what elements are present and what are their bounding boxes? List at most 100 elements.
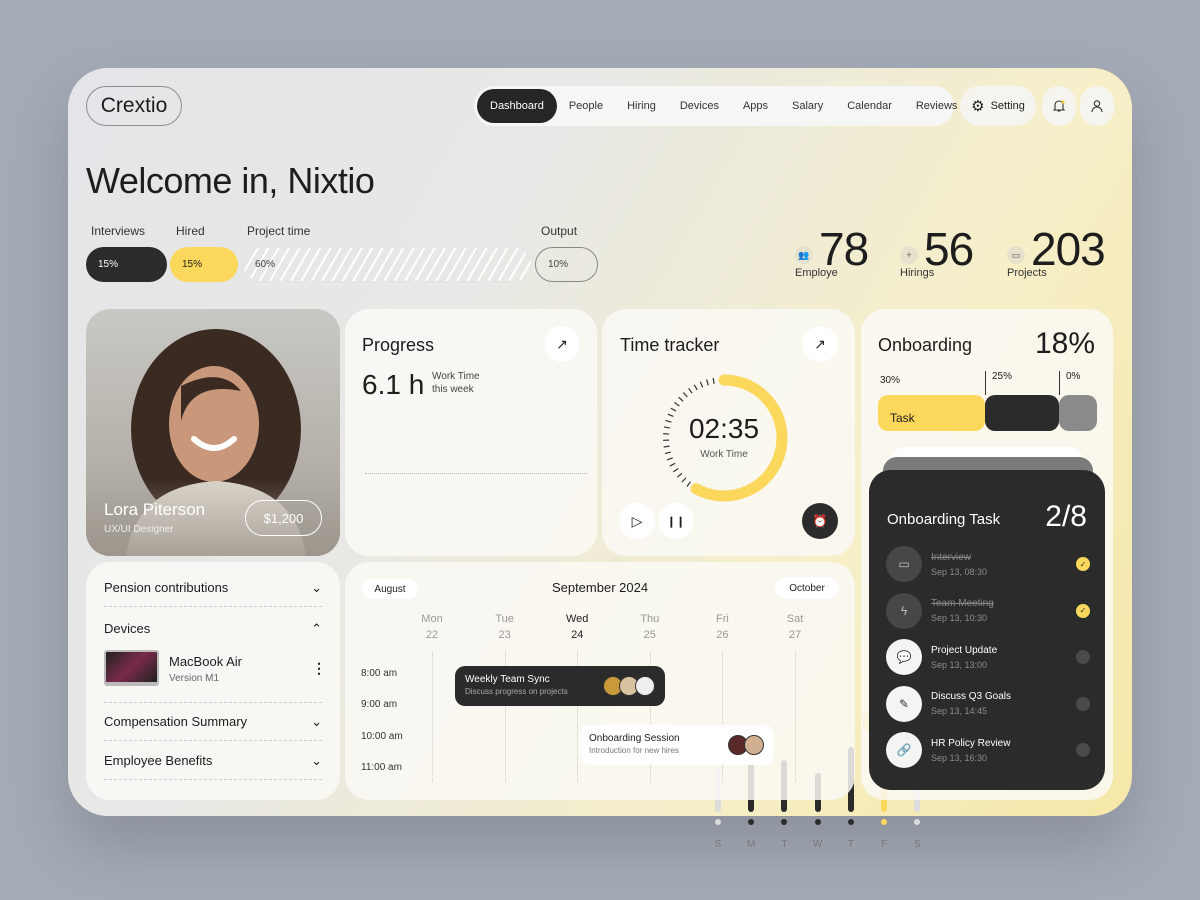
timer-tick	[678, 396, 684, 402]
stat-hirings: 56	[924, 223, 974, 275]
event-weekly-team-sync[interactable]: Weekly Team Sync Discuss progress on pro…	[455, 666, 665, 706]
nav-devices[interactable]: Devices	[679, 100, 719, 112]
event-desc: Discuss progress on projects	[465, 687, 568, 696]
timer-tick	[693, 384, 698, 391]
task-time: Sep 13, 10:30	[931, 613, 988, 623]
ruler-icon: ✎	[886, 685, 922, 722]
timer-tick	[699, 381, 704, 388]
gear-icon: ⚙	[971, 98, 985, 115]
next-month-button[interactable]: October	[775, 577, 839, 599]
nav-hiring[interactable]: Hiring	[627, 100, 656, 112]
task-checkbox[interactable]	[1076, 650, 1090, 664]
bar-dot	[781, 819, 788, 825]
task-item[interactable]: ϟ Team Meeting Sep 13, 10:30 ✓	[886, 591, 1090, 631]
day-gridline	[795, 652, 796, 782]
profile-button[interactable]	[1080, 86, 1114, 126]
task-item[interactable]: ✎ Discuss Q3 Goals Sep 13, 14:45	[886, 684, 1090, 724]
device-name: MacBook Air	[169, 654, 242, 669]
laptop-icon: ▭	[1007, 246, 1025, 264]
nav-salary[interactable]: Salary	[792, 100, 824, 112]
page-title: Welcome in, Nixtio	[86, 160, 375, 201]
event-title: Weekly Team Sync	[465, 674, 550, 685]
link-icon: 🔗	[886, 732, 922, 768]
accordion-compensation[interactable]: Compensation Summary ⌄	[104, 714, 322, 741]
metric-label: Interviews	[91, 224, 146, 238]
day-label: M	[747, 839, 756, 850]
check-icon[interactable]: ✓	[1076, 603, 1090, 618]
chevron-down-icon: ⌄	[311, 580, 322, 595]
monitor-icon: ▭	[886, 546, 922, 582]
calendar-month: September 2024	[551, 580, 649, 595]
timer-tick	[712, 377, 715, 384]
calendar-day[interactable]: Wed 24	[565, 613, 589, 641]
profile-photo	[86, 329, 340, 556]
accordion-pension[interactable]: Pension contributions ⌄	[104, 580, 322, 607]
task-item[interactable]: 🔗 HR Policy Review Sep 13, 16:30	[886, 730, 1090, 770]
time-label: 8:00 am	[361, 668, 398, 679]
task-item[interactable]: ▭ Interview Sep 13, 08:30 ✓	[886, 544, 1090, 584]
profile-role: UX/UI Designer	[104, 524, 174, 535]
timer-tick	[674, 401, 680, 407]
check-icon[interactable]: ✓	[1076, 557, 1090, 571]
timer-progress-arc	[690, 374, 788, 502]
bar-dot	[881, 819, 887, 825]
day-gridline	[504, 652, 506, 782]
nav-calendar[interactable]: Calendar	[847, 100, 892, 112]
task-title: Interview	[931, 551, 972, 563]
accordion-benefits[interactable]: Employee Benefits ⌄	[104, 753, 322, 780]
pause-icon[interactable]: ❙❙	[658, 503, 694, 539]
calendar-day[interactable]: Sat 27	[786, 613, 804, 641]
bar-dot	[914, 819, 921, 825]
salary-badge[interactable]: $1,200	[245, 500, 322, 536]
logo[interactable]: Crextio	[86, 86, 182, 126]
nav-apps[interactable]: Apps	[742, 100, 769, 112]
output-bar: 10%	[535, 247, 598, 282]
arrow-up-right-icon[interactable]: ↗	[802, 326, 838, 362]
nav-dashboard[interactable]: Dashboard	[477, 89, 557, 123]
bar-dot	[847, 819, 854, 825]
profile-card[interactable]: Lora Piterson UX/UI Designer $1,200	[86, 309, 340, 556]
more-vertical-icon[interactable]: ⋮	[312, 660, 326, 676]
nav-reviews[interactable]: Reviews	[915, 100, 958, 112]
play-icon[interactable]: ▷	[619, 503, 655, 539]
notification-button[interactable]	[1042, 86, 1076, 126]
chevron-up-icon: ⌃	[311, 621, 322, 636]
timer-ring	[663, 374, 788, 502]
event-desc: Introduction for new hires	[589, 746, 679, 755]
time-label: 10:00 am	[361, 731, 403, 742]
arrow-up-right-icon[interactable]: ↗	[544, 326, 580, 362]
task-title: Project Update	[931, 644, 998, 656]
setting-button[interactable]: ⚙ Setting	[960, 86, 1036, 126]
day-label: S	[913, 839, 921, 850]
timer-tick	[669, 462, 676, 467]
metric-label: Output	[541, 224, 578, 238]
event-onboarding-session[interactable]: Onboarding Session Introduction for new …	[579, 725, 774, 765]
timer-tick	[670, 407, 677, 412]
nav-people[interactable]: People	[568, 100, 604, 112]
card-title: Progress	[362, 335, 435, 355]
time-label: 9:00 am	[361, 699, 398, 710]
task-title: Team Meeting	[931, 598, 994, 609]
calendar-day[interactable]: Tue 23	[495, 613, 514, 641]
segment-bar	[1059, 395, 1097, 431]
calendar-day[interactable]: Mon 22	[421, 613, 443, 641]
task-item[interactable]: 💬 Project Update Sep 13, 13:00	[886, 637, 1090, 677]
chat-icon: 💬	[886, 639, 922, 675]
day-gridline	[649, 652, 651, 782]
chevron-down-icon: ⌄	[311, 714, 322, 729]
calendar-day[interactable]: Fri 26	[715, 613, 729, 641]
calendar-day[interactable]: Thu 25	[640, 613, 660, 641]
accordion-devices[interactable]: Devices ⌃	[104, 621, 322, 636]
chevron-down-icon: ⌄	[311, 753, 322, 768]
users-icon: 👥	[795, 246, 813, 264]
project-time-bar: 60%	[242, 247, 532, 282]
card-title: Time tracker	[620, 335, 720, 355]
task-checkbox[interactable]	[1076, 696, 1090, 711]
prev-month-button[interactable]: August	[362, 579, 418, 599]
task-checkbox[interactable]	[1076, 743, 1090, 757]
day-label: T	[781, 839, 788, 850]
attendee-avatars	[728, 735, 764, 760]
timer-tick	[681, 477, 687, 483]
device-version: Version M1	[169, 673, 220, 684]
alarm-icon[interactable]: ⏰	[802, 503, 838, 539]
